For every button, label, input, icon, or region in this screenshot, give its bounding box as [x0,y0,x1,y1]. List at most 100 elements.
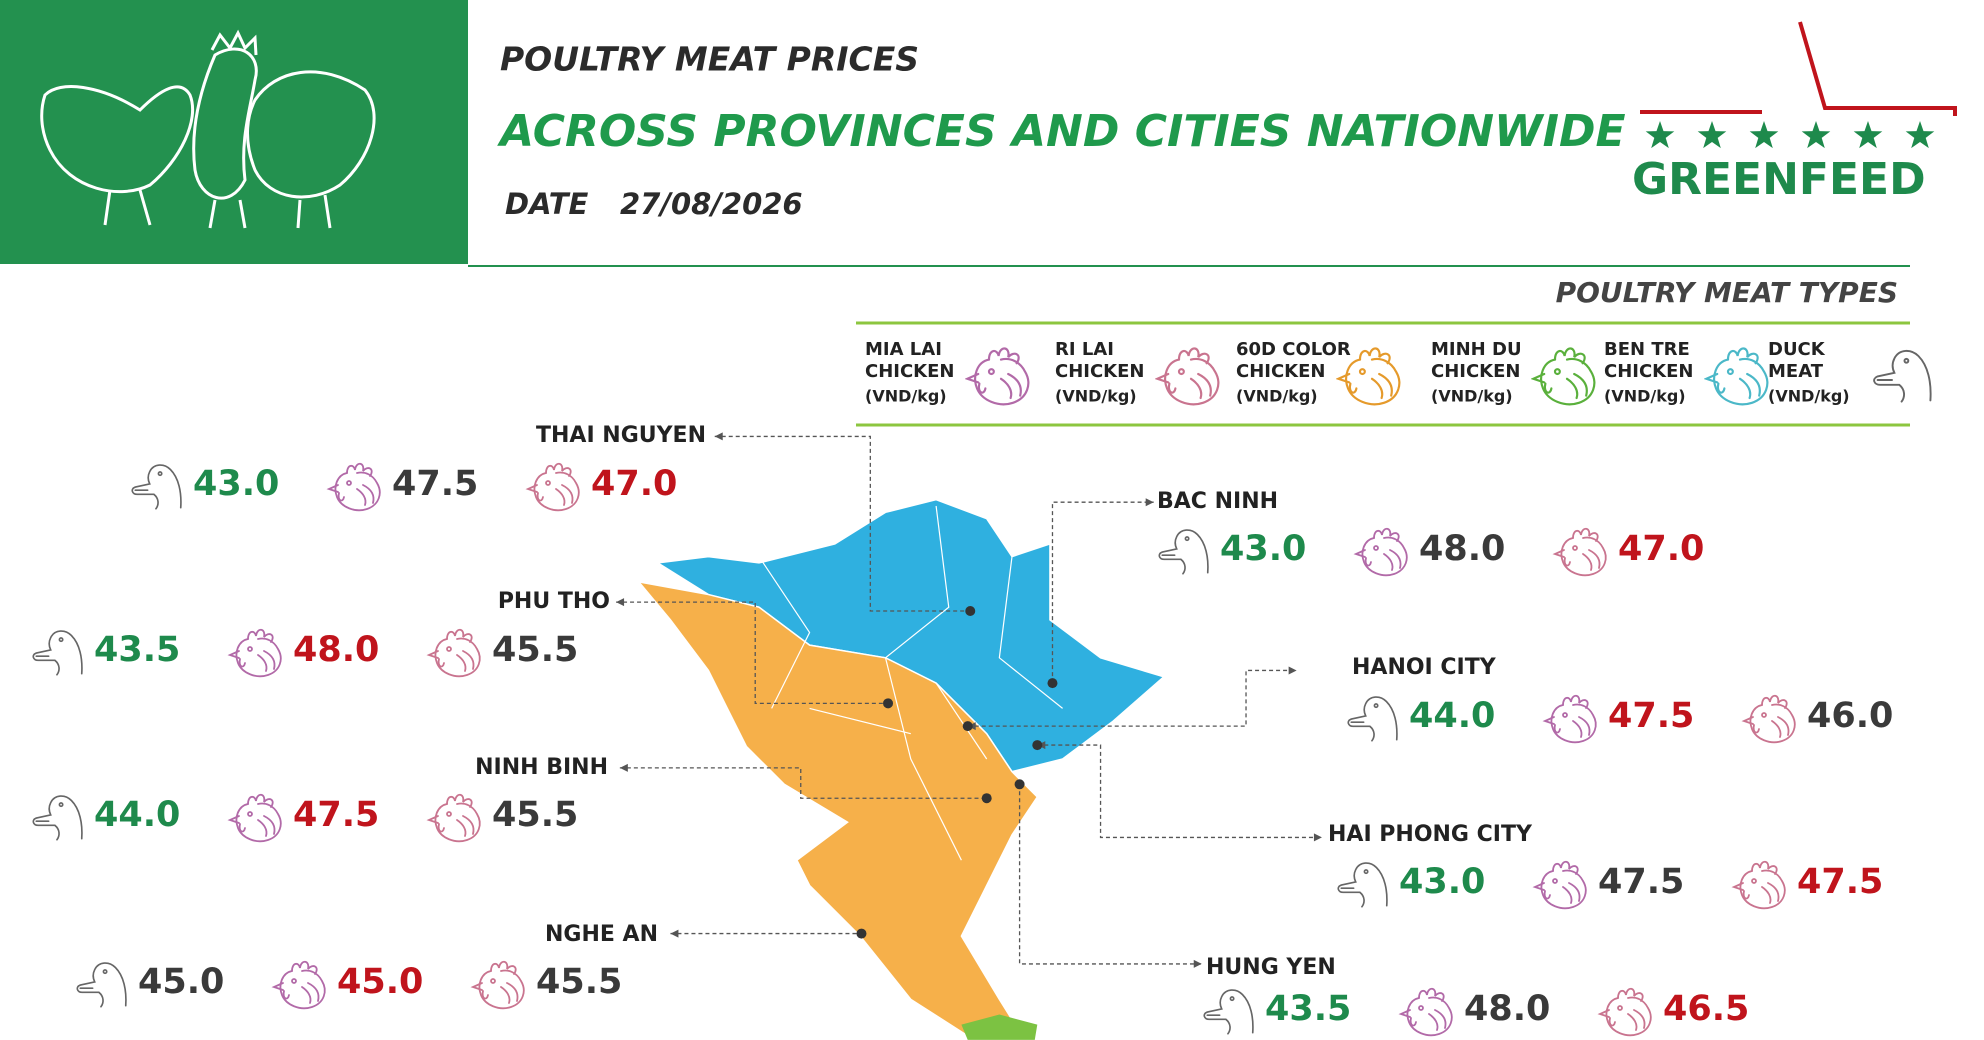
price-value: 45.5 [492,630,578,670]
chicken-icon [472,960,525,1010]
arrow-head [616,598,625,607]
province: BAC NINH 43.0 48.0 47.0 [1157,489,1704,577]
price-value: 43.0 [1399,862,1485,902]
province-name: NGHE AN [545,922,658,947]
chicken-icon [966,347,1030,406]
duck-icon [76,962,127,1008]
price-value: 47.5 [1608,696,1694,736]
chicken-icon [1400,987,1453,1037]
legend-unit: (VND/kg) [865,387,947,406]
duck-icon [1872,349,1932,403]
arrow-head [1193,959,1202,968]
price-value: 44.0 [1409,696,1495,736]
chicken-icon [1544,694,1597,744]
location-dot [965,605,976,616]
price-value: 47.5 [1598,862,1684,902]
leader-line [714,435,971,612]
province-name: THAI NGUYEN [536,423,706,448]
legend-name: CHICKEN [865,361,955,382]
price-value: 45.0 [138,962,224,1002]
map [616,432,1322,1040]
leader-line [967,669,1297,727]
date: 27/08/2026 [620,187,803,221]
subtitle: ACROSS PROVINCES AND CITIES NATIONWIDE [497,106,1626,157]
price-value: 43.0 [1220,529,1306,569]
price-value: 43.5 [1265,989,1351,1029]
price-value: 47.0 [1618,529,1704,569]
legend-name: RI LAI [1055,339,1114,360]
title: POULTRY MEAT PRICES [500,40,919,79]
location-dot [1032,740,1043,751]
province-name: HUNG YEN [1206,955,1336,980]
legend-name: CHICKEN [1604,361,1694,382]
arrow-head [1145,498,1154,507]
price-value: 46.5 [1663,989,1749,1029]
date-label: DATE [505,187,589,221]
leader-line [1037,744,1322,839]
star [1697,121,1727,149]
location-dot [883,698,894,709]
legend-name: CHICKEN [1431,361,1521,382]
legend-unit: (VND/kg) [1236,387,1318,406]
price-value: 45.0 [337,962,423,1002]
star [1905,121,1935,149]
star [1801,121,1831,149]
legend-title: POULTRY MEAT TYPES [1556,276,1898,309]
star [1645,121,1675,149]
duck-icon [131,464,182,510]
region-south [961,1014,1038,1040]
price-value: 43.5 [94,630,180,670]
province-name: NINH BINH [475,755,608,780]
arrow-head [1313,833,1322,842]
legend-unit: (VND/kg) [1604,387,1686,406]
chicken-icon [328,462,381,512]
province: PHU THO 43.5 48.0 45.5 [32,589,610,678]
price-value: 47.0 [591,464,677,504]
legend-unit: (VND/kg) [1768,387,1850,406]
leader-line [1051,501,1154,684]
location-dot [1047,678,1058,689]
brand: GREENFEED [1632,154,1926,205]
legend-name: MIA LAI [865,339,942,360]
arrow-head [619,763,628,772]
duck-icon [1347,696,1398,742]
chicken-icon [1743,694,1796,744]
price-value: 45.5 [536,962,622,1002]
province-name: PHU THO [498,589,610,614]
legend-name: BEN TRE [1604,339,1690,360]
provinces: THAI NGUYEN 43.0 47.5 47.0 PHU THO 43.5 48.0 45… [32,423,1893,1037]
legend-unit: (VND/kg) [1055,387,1137,406]
price-value: 46.0 [1807,696,1893,736]
duck-icon [1337,862,1388,908]
price-value: 48.0 [1464,989,1550,1029]
header-panel [0,0,468,264]
province: NGHE AN 45.0 45.0 45.5 [76,922,658,1010]
province: NINH BINH 44.0 47.5 45.5 [32,755,608,843]
price-value: 45.5 [492,795,578,835]
province-name: HANOI CITY [1352,655,1497,680]
chicken-icon [1733,860,1786,910]
leader-line [616,601,889,704]
province: HUNG YEN 43.5 48.0 46.5 [1203,955,1749,1037]
arrow-head [714,432,723,441]
chicken-icon [229,628,282,678]
legend-name: CHICKEN [1236,361,1326,382]
chicken-icon [1355,527,1408,577]
duck-icon [32,795,83,841]
duck-icon [32,630,83,676]
chicken-icon [527,462,580,512]
star [1749,121,1779,149]
legend-name: 60D COLOR [1236,339,1351,360]
chicken-icon [1532,347,1596,406]
chicken-icon [1156,347,1220,406]
border [998,556,1063,709]
chicken-icon [1599,987,1652,1037]
location-dot [1014,779,1025,790]
legend-unit: (VND/kg) [1431,387,1513,406]
legend-name: MINH DU [1431,339,1522,360]
province: HAI PHONG CITY 43.0 47.5 47.5 [1328,822,1883,910]
chicken-icon [273,960,326,1010]
chicken-icon [428,628,481,678]
chicken-icon [229,793,282,843]
